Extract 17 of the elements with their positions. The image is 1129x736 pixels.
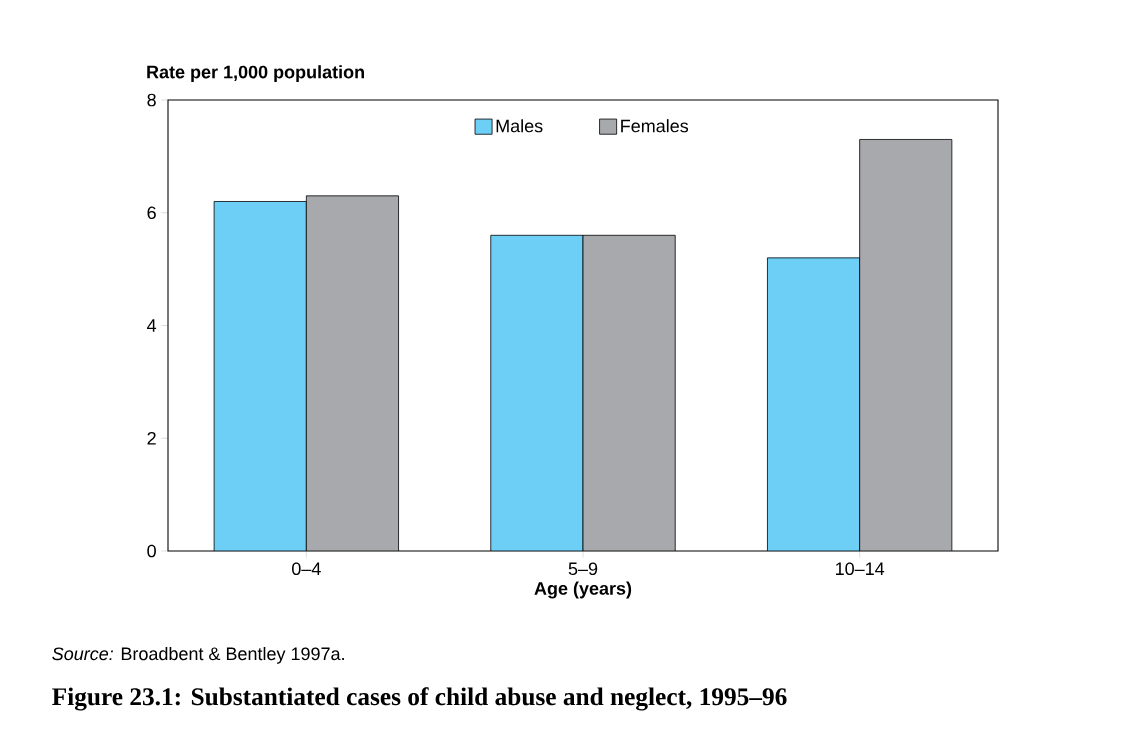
x-axis-title: Age (years) bbox=[534, 581, 632, 599]
y-tick-label: 2 bbox=[147, 431, 156, 445]
y-tick-label: 8 bbox=[147, 93, 156, 107]
bar bbox=[582, 234, 676, 551]
legend-label: Females bbox=[621, 119, 689, 133]
bar bbox=[305, 195, 399, 551]
text: Figure 23.1: Substantiated cases of child abuse and neglect, 1995–96 bbox=[52, 687, 787, 711]
x-tick-label: 5–9 bbox=[568, 562, 598, 576]
text: Source: Broadbent & Bentley 1997a. bbox=[52, 646, 344, 664]
x-tick-label: 0–4 bbox=[292, 562, 321, 576]
y-tick-label: 6 bbox=[147, 206, 156, 220]
y-axis-title: Rate per 1,000 population bbox=[147, 65, 364, 82]
legend-label: Males bbox=[496, 119, 543, 133]
y-tick-label: 4 bbox=[147, 319, 157, 332]
y-tick-label: 0 bbox=[147, 544, 156, 558]
bar bbox=[859, 139, 953, 551]
x-tick-label: 10–14 bbox=[836, 562, 885, 576]
